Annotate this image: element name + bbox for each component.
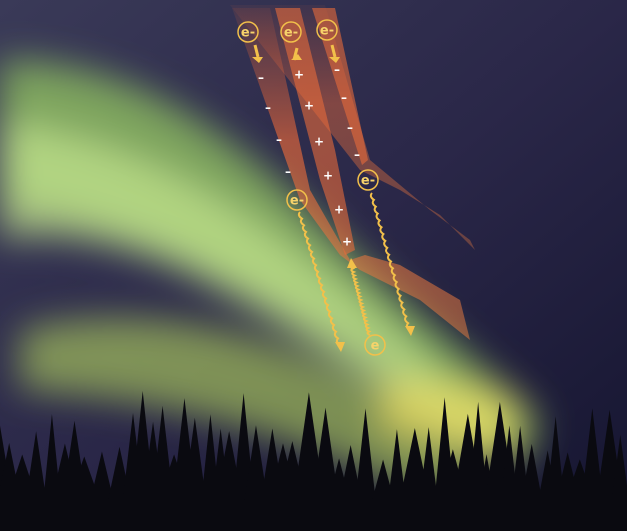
tree xyxy=(581,408,604,500)
tree xyxy=(25,431,47,500)
tree xyxy=(372,459,394,500)
tree xyxy=(419,427,438,500)
tree xyxy=(339,444,362,500)
negative-charge: – xyxy=(334,63,340,77)
electron-paths xyxy=(297,192,415,352)
arrow-head xyxy=(347,258,357,268)
aurora-glow xyxy=(0,60,540,500)
aurora-curtain xyxy=(230,5,475,340)
electron-ring xyxy=(357,169,379,191)
arrow-head xyxy=(335,342,345,352)
tree xyxy=(68,456,100,500)
electron-label: e- xyxy=(320,24,334,39)
negative-charge: – xyxy=(276,133,282,147)
tree xyxy=(511,425,529,500)
electron-ring xyxy=(364,334,386,356)
tree xyxy=(500,425,518,500)
electron-label: e- xyxy=(241,26,255,41)
electron-ring xyxy=(316,19,338,41)
positive-charge: + xyxy=(334,203,344,217)
electron-ring xyxy=(286,189,308,211)
tree xyxy=(312,407,339,500)
arrow-head xyxy=(405,326,415,336)
spiral-path xyxy=(369,192,411,331)
arrow-head xyxy=(329,57,340,63)
tree xyxy=(244,425,268,500)
electron-ring xyxy=(237,21,259,43)
tree xyxy=(355,408,376,500)
electron-label: e- xyxy=(290,194,304,209)
negative-charge: – xyxy=(258,71,264,85)
negative-charge: – xyxy=(265,101,271,115)
electron-label: e- xyxy=(284,26,298,41)
spiral-path xyxy=(297,211,341,346)
tree xyxy=(43,413,61,500)
ground xyxy=(0,495,627,531)
arrow-head xyxy=(291,54,302,60)
positive-charge: + xyxy=(304,99,314,113)
negative-charge: – xyxy=(285,165,291,179)
positive-charge: + xyxy=(342,235,352,249)
electron-ring xyxy=(280,21,302,43)
electron-label: e- xyxy=(361,174,375,189)
tree xyxy=(183,417,207,500)
tree xyxy=(521,443,543,500)
tree xyxy=(611,434,627,500)
spiral-path xyxy=(349,264,372,336)
arrow xyxy=(330,44,337,58)
tree-line xyxy=(0,391,627,531)
negative-charge: – xyxy=(341,91,347,105)
negative-charge: – xyxy=(354,148,360,162)
tree xyxy=(90,451,114,500)
positive-charge: + xyxy=(314,135,324,149)
tree xyxy=(388,429,406,500)
negative-charge: – xyxy=(347,121,353,135)
positive-charge: + xyxy=(323,169,333,183)
electron-label: e xyxy=(371,339,380,354)
positive-charge: + xyxy=(294,68,304,82)
arrow xyxy=(253,44,260,58)
tree xyxy=(546,416,565,500)
arrow-head xyxy=(252,57,263,63)
